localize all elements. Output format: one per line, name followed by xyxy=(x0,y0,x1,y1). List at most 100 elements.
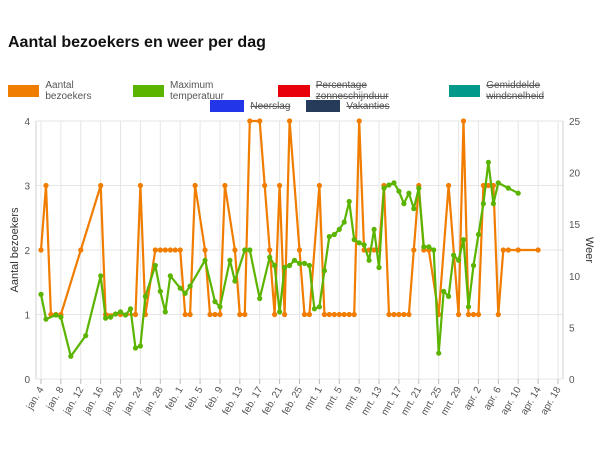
data-point-maximum-temperatuur xyxy=(396,188,402,194)
data-point-aantal-bezoekers xyxy=(480,182,486,189)
data-point-maximum-temperatuur xyxy=(108,314,114,320)
legend-item-gemiddelde-windsnelheid[interactable]: Gemiddelde windsnelheid xyxy=(448,80,592,102)
legend-item-maximum-temperatuur[interactable]: Maximum temperatuur xyxy=(132,80,263,102)
data-point-aantal-bezoekers xyxy=(132,311,139,318)
data-point-maximum-temperatuur xyxy=(152,262,158,269)
data-point-maximum-temperatuur xyxy=(490,201,496,207)
data-point-aantal-bezoekers xyxy=(117,311,124,318)
data-point-aantal-bezoekers xyxy=(490,182,496,189)
legend-row-1: Aantal bezoekers Maximum temperatuur Per… xyxy=(0,80,600,102)
data-point-aantal-bezoekers xyxy=(301,311,308,318)
data-point-maximum-temperatuur xyxy=(137,343,143,349)
data-point-aantal-bezoekers xyxy=(416,182,422,189)
data-point-aantal-bezoekers xyxy=(277,182,283,189)
data-point-maximum-temperatuur xyxy=(142,293,148,299)
data-point-maximum-temperatuur xyxy=(127,306,134,312)
data-point-maximum-temperatuur xyxy=(306,262,312,269)
data-point-aantal-bezoekers xyxy=(406,311,412,318)
data-point-aantal-bezoekers xyxy=(152,247,158,253)
data-point-aantal-bezoekers xyxy=(446,182,452,189)
data-point-maximum-temperatuur xyxy=(515,190,521,196)
data-point-maximum-temperatuur xyxy=(117,309,124,315)
data-point-maximum-temperatuur xyxy=(346,198,352,205)
data-point-aantal-bezoekers xyxy=(456,311,462,318)
data-point-maximum-temperatuur xyxy=(277,309,283,315)
data-point-aantal-bezoekers xyxy=(475,311,482,318)
data-point-maximum-temperatuur xyxy=(421,244,427,250)
data-point-maximum-temperatuur xyxy=(465,304,472,310)
data-point-aantal-bezoekers xyxy=(157,247,163,253)
data-point-aantal-bezoekers xyxy=(167,247,173,253)
data-point-aantal-bezoekers xyxy=(43,182,49,189)
data-point-aantal-bezoekers xyxy=(465,311,472,318)
data-point-aantal-bezoekers xyxy=(331,311,337,318)
data-point-aantal-bezoekers xyxy=(247,118,253,124)
y-axis-right-ticks: 0 5 10 15 20 25 xyxy=(569,117,581,386)
y2-tick-label: 10 xyxy=(569,272,581,283)
data-point-maximum-temperatuur xyxy=(356,240,362,246)
data-point-maximum-temperatuur xyxy=(301,260,308,266)
data-point-aantal-bezoekers xyxy=(381,182,387,189)
data-point-maximum-temperatuur xyxy=(411,206,417,212)
data-point-maximum-temperatuur xyxy=(202,257,208,263)
x-tick-label: mrt. 13 xyxy=(360,385,385,418)
legend-item-aantal-bezoekers[interactable]: Aantal bezoekers xyxy=(8,80,117,102)
legend-swatch-neerslag xyxy=(210,100,245,112)
data-point-aantal-bezoekers xyxy=(202,247,208,253)
data-point-aantal-bezoekers xyxy=(306,311,312,318)
legend-label-vakanties: Vakanties xyxy=(346,100,390,112)
data-point-aantal-bezoekers xyxy=(500,247,506,253)
legend-item-vakanties[interactable]: Vakanties xyxy=(306,100,390,112)
data-point-aantal-bezoekers xyxy=(137,182,143,189)
data-point-aantal-bezoekers xyxy=(326,311,332,318)
data-point-aantal-bezoekers xyxy=(282,311,288,318)
data-point-aantal-bezoekers xyxy=(257,118,263,124)
data-point-maximum-temperatuur xyxy=(68,353,74,359)
x-tick-label: jan. 28 xyxy=(141,385,166,418)
data-point-maximum-temperatuur xyxy=(232,278,238,284)
data-point-aantal-bezoekers xyxy=(242,311,248,318)
data-point-aantal-bezoekers xyxy=(53,311,59,318)
x-tick-label: feb. 1 xyxy=(164,385,186,413)
data-point-maximum-temperatuur xyxy=(257,295,263,302)
data-point-maximum-temperatuur xyxy=(282,264,288,271)
data-point-aantal-bezoekers xyxy=(485,182,491,189)
data-point-maximum-temperatuur xyxy=(351,237,357,243)
data-point-maximum-temperatuur xyxy=(431,247,437,253)
data-point-maximum-temperatuur xyxy=(475,231,482,238)
x-tick-label: apr. 6 xyxy=(482,385,504,413)
data-point-maximum-temperatuur xyxy=(391,180,397,186)
data-point-maximum-temperatuur xyxy=(316,304,322,310)
data-point-maximum-temperatuur xyxy=(456,257,462,263)
data-point-aantal-bezoekers xyxy=(142,311,148,318)
data-point-maximum-temperatuur xyxy=(505,185,511,191)
x-tick-label: jan. 4 xyxy=(24,385,46,413)
legend-label-maximum-temperatuur: Maximum temperatuur xyxy=(170,80,224,102)
data-point-aantal-bezoekers xyxy=(470,311,477,318)
legend-item-percentage-zonneschijnduur[interactable]: Percentage zonneschijnduur xyxy=(278,80,432,102)
y-axis-right-label: Weer xyxy=(583,237,595,263)
data-point-maximum-temperatuur xyxy=(376,264,382,271)
data-point-maximum-temperatuur xyxy=(242,247,248,253)
data-point-aantal-bezoekers xyxy=(217,311,223,318)
x-tick-label: mrt. 17 xyxy=(379,385,404,418)
x-tick-label: mrt. 21 xyxy=(399,385,424,418)
x-tick-label: feb. 21 xyxy=(260,385,285,417)
data-point-aantal-bezoekers xyxy=(187,311,193,318)
data-point-aantal-bezoekers xyxy=(426,247,432,253)
data-point-maximum-temperatuur xyxy=(182,290,188,296)
y2-tick-label: 15 xyxy=(569,220,581,231)
x-tick-label: feb. 13 xyxy=(221,385,246,417)
x-tick-label: jan. 20 xyxy=(101,385,126,418)
data-point-maximum-temperatuur xyxy=(291,257,298,263)
data-point-maximum-temperatuur xyxy=(381,185,387,191)
chart-grid xyxy=(35,120,564,384)
data-point-aantal-bezoekers xyxy=(361,247,367,253)
data-point-aantal-bezoekers xyxy=(103,311,109,318)
data-point-maximum-temperatuur xyxy=(296,260,303,266)
legend-item-neerslag[interactable]: Neerslag xyxy=(210,100,290,112)
data-point-aantal-bezoekers xyxy=(436,311,442,318)
data-point-maximum-temperatuur xyxy=(331,231,337,238)
data-point-aantal-bezoekers xyxy=(366,247,372,253)
data-point-aantal-bezoekers xyxy=(386,311,392,318)
